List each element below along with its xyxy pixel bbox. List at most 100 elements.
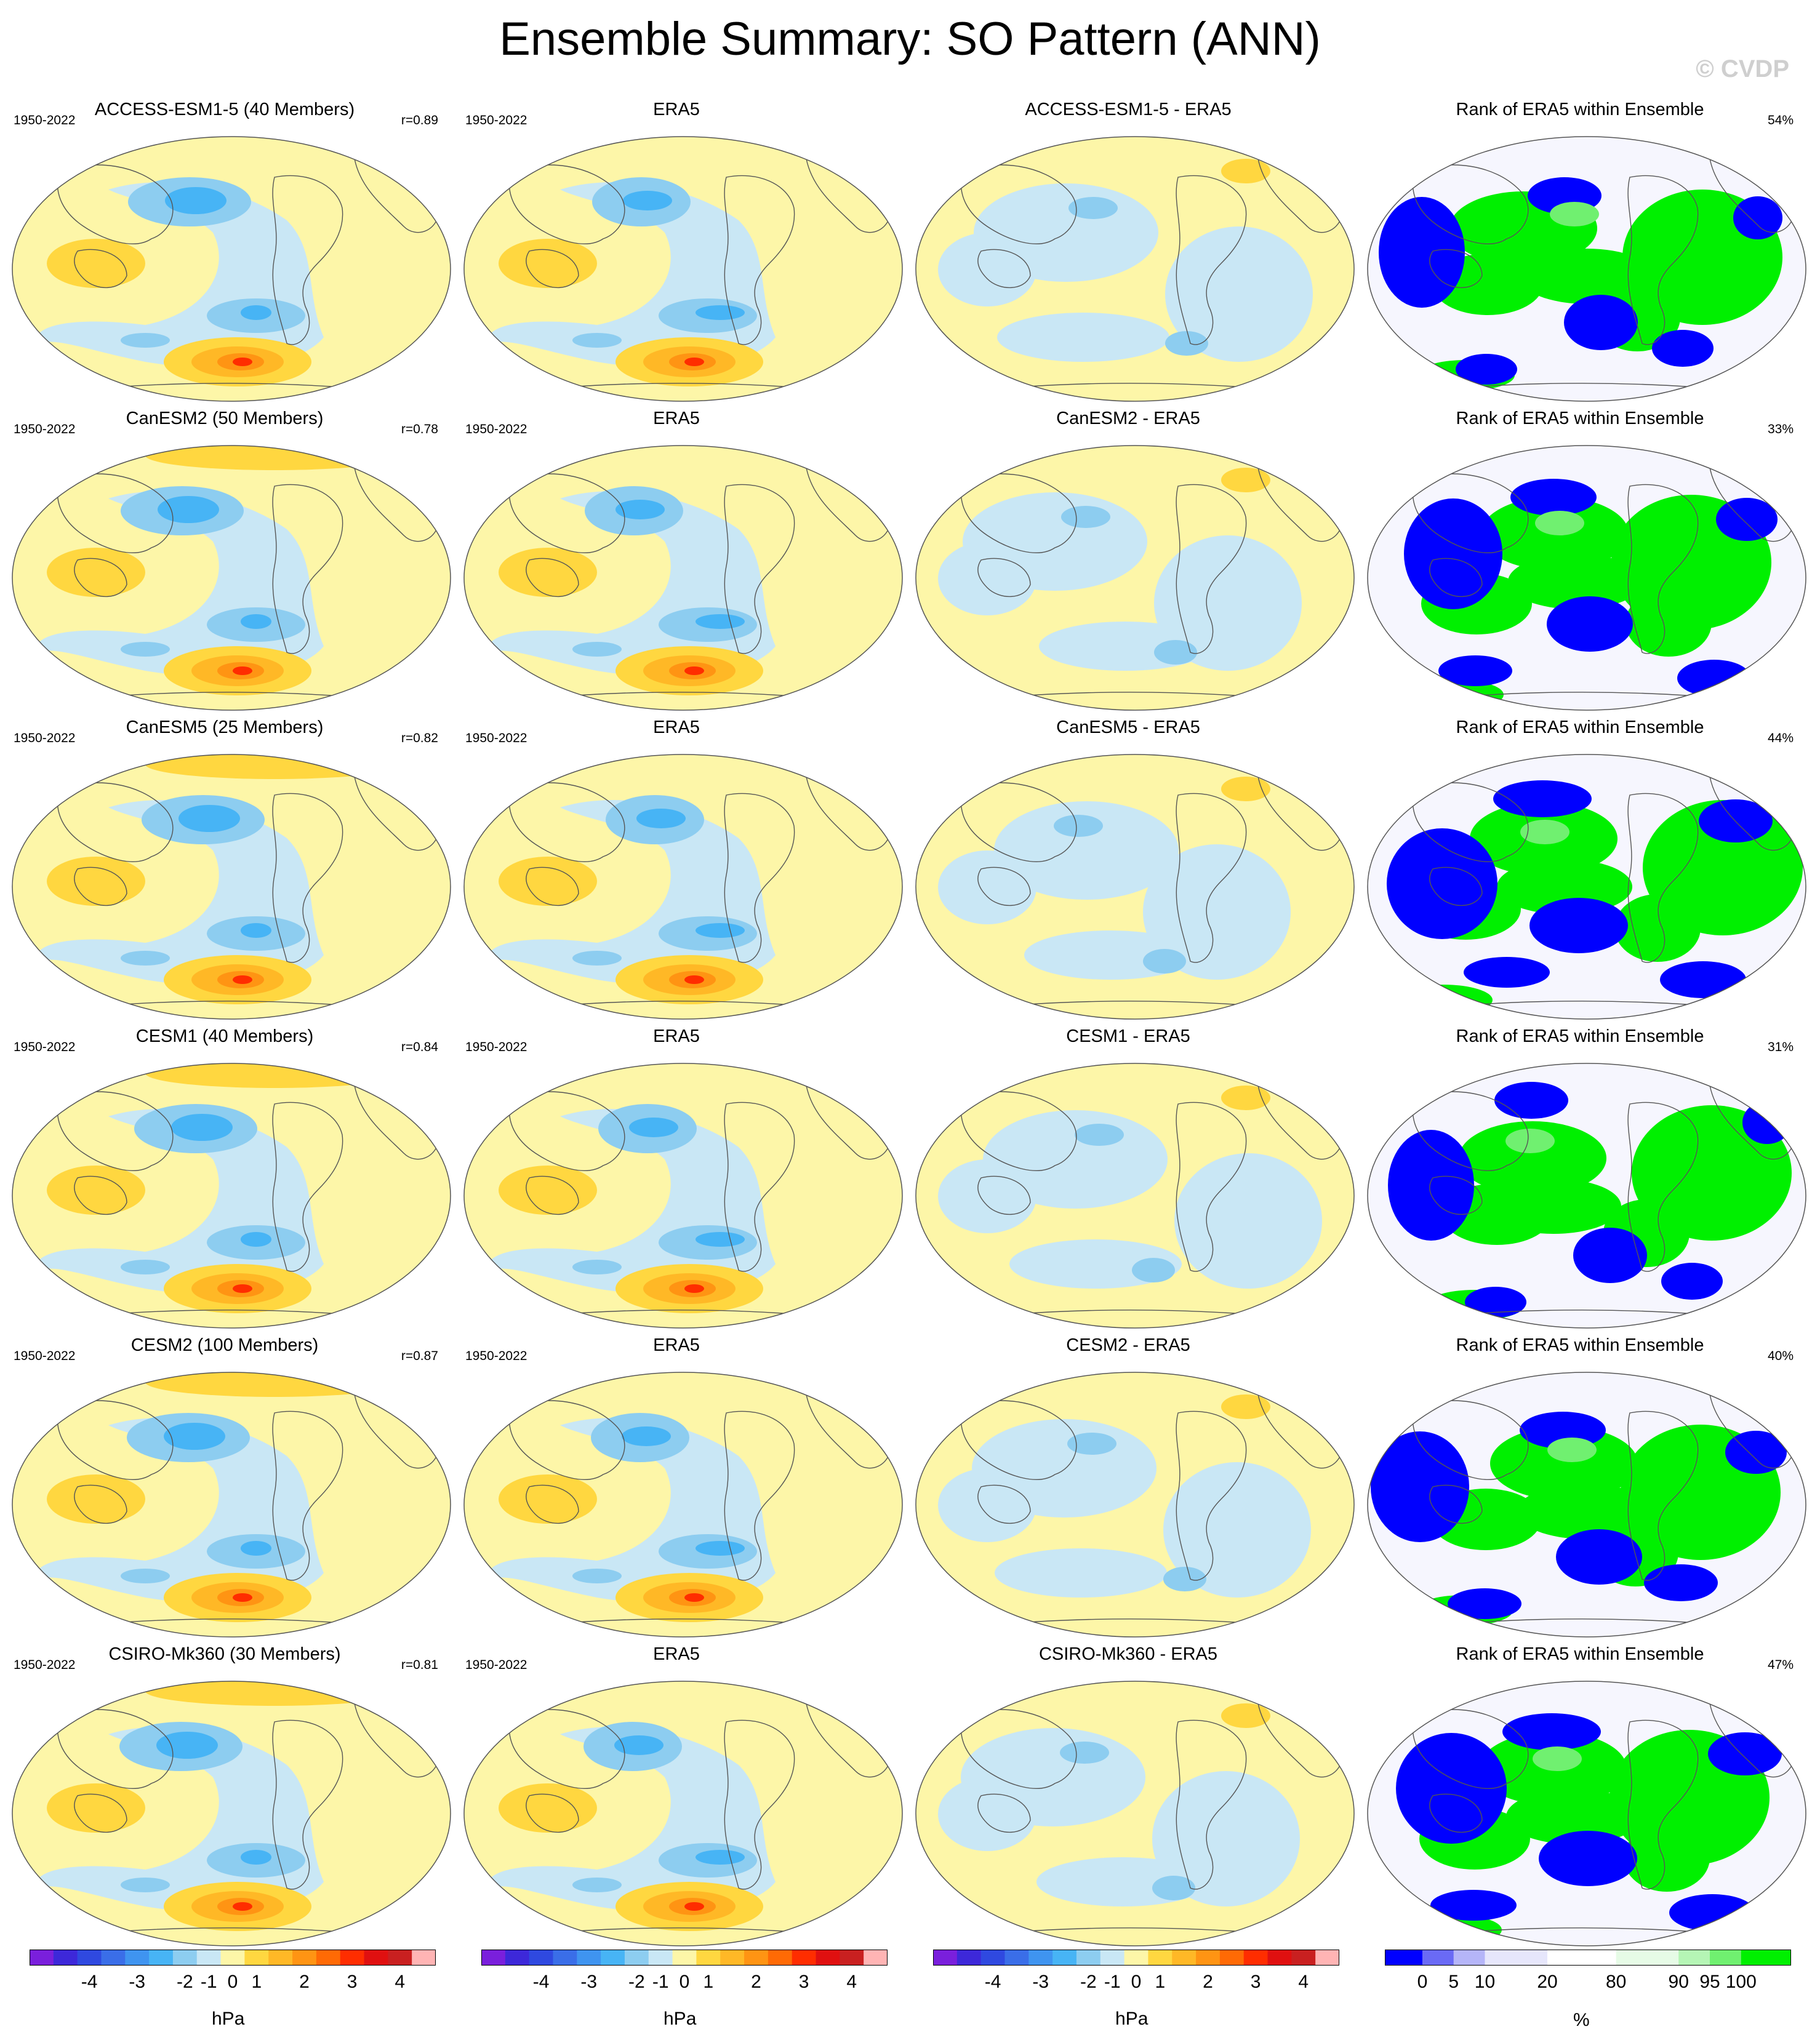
colorbar-swatch [196,1950,222,1966]
colorbar-swatch [816,1950,840,1966]
panel-years: 1950-2022 [14,1040,76,1054]
colorbar-tick-label: 4 [395,1972,405,1992]
panel-title: CSIRO-Mk360 - ERA5 [1038,1644,1218,1664]
rank-percent: 44% [1767,731,1794,745]
slp-anomaly-map [10,134,453,404]
map-panel-obs: ERA5 1950-2022 [452,1025,903,1333]
colorbar-swatch [696,1950,721,1966]
colorbar-swatch [1172,1950,1197,1966]
colorbar-tick-label: 0 [228,1972,238,1992]
map-panel-model: CanESM5 (25 Members) 1950-2022 r=0.82 [0,716,451,1024]
map-panel-rank: Rank of ERA5 within Ensemble 40% [1355,1334,1806,1642]
colorbar-swatch [933,1950,958,1966]
colorbar-swatch [1124,1950,1149,1966]
panel-title: CanESM5 - ERA5 [1056,718,1200,737]
cvdp-credit: © CVDP [1696,55,1789,82]
colorbar-swatch [268,1950,293,1966]
rank-percent: 47% [1767,1658,1794,1672]
colorbar-units: hPa [212,2009,245,2029]
colorbar-swatch [1243,1950,1269,1966]
rank-map [1365,752,1808,1022]
panel-title: Rank of ERA5 within Ensemble [1456,100,1704,119]
slp-anomaly-map [913,1370,1357,1639]
colorbar-tick-label: 2 [751,1972,761,1992]
panel-years: 1950-2022 [14,731,76,745]
slp-anomaly-map [913,443,1357,713]
colorbar-model: -4 -3 -2 -1 0 1 2 3 4 hPa [30,1950,436,2036]
slp-anomaly-map [462,1679,905,1948]
colorbar-units: % [1573,2010,1590,2030]
panel-years: 1950-2022 [14,1658,76,1672]
panel-title: ERA5 [653,100,700,119]
slp-anomaly-map [10,1679,453,1948]
panel-title: ACCESS-ESM1-5 - ERA5 [1025,100,1232,119]
colorbar-tick-label: 4 [1298,1972,1309,1992]
panel-title: Rank of ERA5 within Ensemble [1456,1644,1704,1664]
slp-anomaly-map [10,1370,453,1639]
rank-percent: 40% [1767,1349,1794,1363]
colorbar-tick-label: 0 [1417,1972,1428,1992]
panel-years: 1950-2022 [14,1349,76,1363]
colorbar-outline [30,1950,436,1966]
panel-title: CanESM5 (25 Members) [126,718,324,737]
colorbar-outline [481,1950,888,1966]
colorbar-swatch [720,1950,745,1966]
panel-title: ERA5 [653,1026,700,1046]
panel-title: Rank of ERA5 within Ensemble [1456,718,1704,737]
colorbar-swatch [1616,1950,1679,1966]
colorbar-swatch [388,1950,412,1966]
map-panel-obs: ERA5 1950-2022 [452,1334,903,1642]
panel-years: 1950-2022 [465,731,527,745]
panel-title: CESM2 - ERA5 [1066,1335,1190,1355]
rank-percent: 31% [1767,1040,1794,1054]
colorbar-units: hPa [1115,2009,1149,2029]
colorbar-outline [933,1950,1339,1966]
slp-anomaly-map [10,443,453,713]
colorbar-tick-label: 1 [703,1972,713,1992]
colorbar-swatch [1547,1950,1617,1966]
panel-title: CESM1 (40 Members) [135,1026,314,1046]
panel-years: 1950-2022 [465,1349,527,1363]
colorbar-swatch [553,1950,577,1966]
colorbar-swatch [840,1950,864,1966]
panel-title: ACCESS-ESM1-5 (40 Members) [94,100,355,119]
map-panel-model: ACCESS-ESM1-5 (40 Members) 1950-2022 r=0.8… [0,98,451,406]
colorbar-swatch [505,1950,530,1966]
colorbar-swatch [77,1950,102,1966]
colorbar-swatch [672,1950,697,1966]
panel-title: Rank of ERA5 within Ensemble [1456,1026,1704,1046]
map-panel-rank: Rank of ERA5 within Ensemble 54% [1355,98,1808,406]
panel-years: 1950-2022 [465,1658,527,1672]
map-panel-diff: CanESM2 - ERA5 [904,407,1355,715]
colorbar-tick-label: 5 [1448,1972,1459,1992]
colorbar-swatch [1196,1950,1221,1966]
slp-anomaly-map [462,134,905,404]
slp-anomaly-map [913,134,1357,404]
map-panel-rank: Rank of ERA5 within Ensemble 33% [1355,407,1806,715]
colorbar-tick-label: 20 [1537,1972,1557,1992]
slp-anomaly-map [462,443,905,713]
panel-title: ERA5 [653,1335,700,1355]
map-panel-obs: ERA5 1950-2022 [452,407,903,715]
colorbar-swatch [744,1950,769,1966]
colorbar-swatch [30,1950,54,1966]
map-panel-obs: ERA5 1950-2022 [452,716,903,1024]
panel-title: CESM2 (100 Members) [130,1335,319,1355]
map-panel-model: CSIRO-Mk360 (30 Members) 1950-2022 r=0.81 [0,1643,451,1951]
colorbar-tick-label: 90 [1669,1972,1689,1992]
colorbar-swatch [1267,1950,1292,1966]
slp-anomaly-map [462,1061,905,1330]
colorbar-swatch [1678,1950,1710,1966]
colorbar-swatch [340,1950,365,1966]
colorbar-swatch [53,1950,78,1966]
map-panel-model: CESM1 (40 Members) 1950-2022 r=0.84 [0,1025,451,1333]
slp-anomaly-map [913,1679,1357,1948]
colorbar-swatch [1315,1950,1339,1966]
pattern-correlation: r=0.81 [401,1658,438,1672]
colorbar-tick-label: 0 [1131,1972,1142,1992]
map-panel-obs: ERA5 1950-2022 [452,98,903,406]
figure-title: Ensemble Summary: SO Pattern (ANN) [499,13,1321,65]
colorbar-swatch [792,1950,817,1966]
rank-map [1365,134,1808,404]
map-panel-model: CanESM2 (50 Members) 1950-2022 r=0.78 [0,407,451,715]
